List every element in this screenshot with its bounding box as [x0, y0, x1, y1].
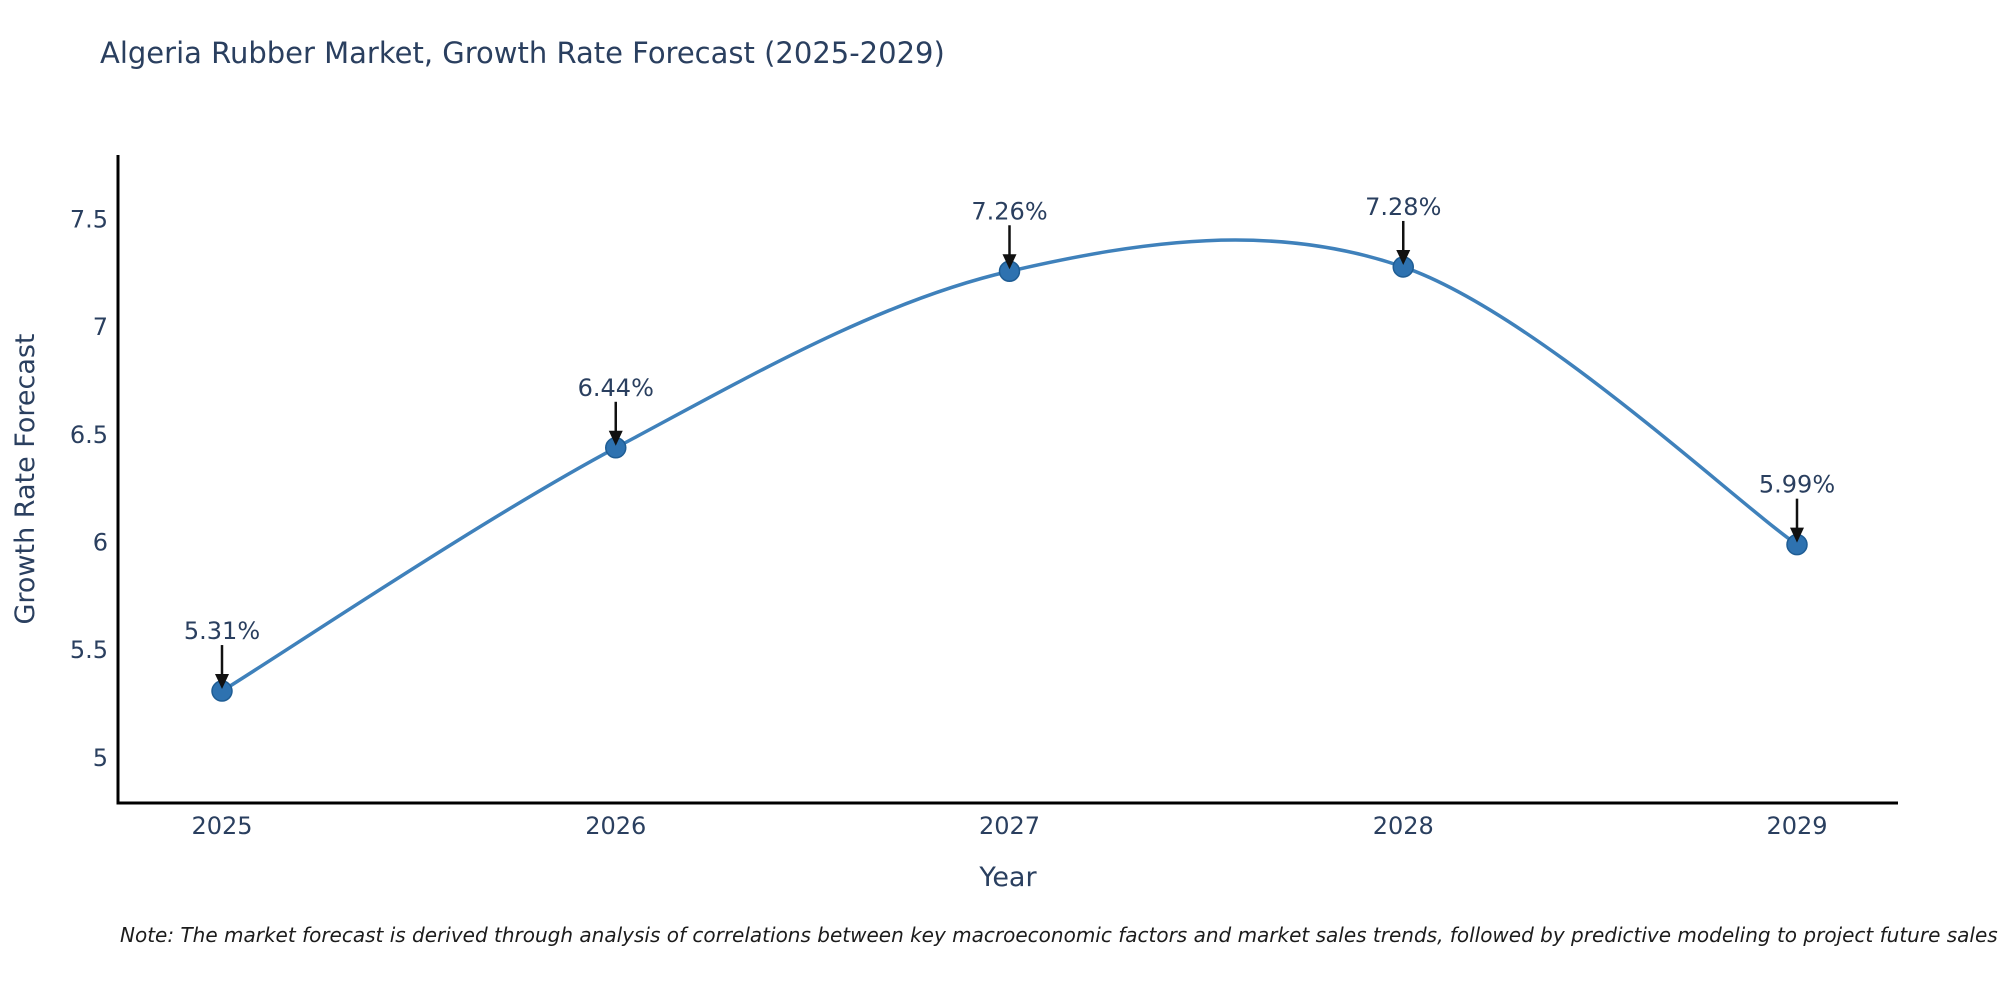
data-point-label: 7.28% — [1365, 193, 1441, 221]
y-tick-label: 5 — [93, 744, 108, 772]
annotation-arrow-head — [1396, 249, 1411, 265]
y-tick-label: 5.5 — [70, 636, 108, 664]
y-tick-label: 6.5 — [70, 421, 108, 449]
x-axis-title: Year — [978, 862, 1037, 893]
chart-footnote: Note: The market forecast is derived thr… — [120, 923, 1998, 947]
y-tick-label: 6 — [93, 529, 108, 557]
annotation-arrow-head — [608, 430, 623, 446]
x-tick-label: 2028 — [1373, 812, 1434, 840]
data-point-label: 6.44% — [578, 374, 654, 402]
data-point-label: 7.26% — [971, 197, 1047, 225]
chart-title: Algeria Rubber Market, Growth Rate Forec… — [100, 36, 945, 70]
x-tick-label: 2029 — [1766, 812, 1827, 840]
annotation-arrow-head — [215, 674, 229, 690]
data-point-label: 5.31% — [184, 617, 260, 645]
x-tick-label: 2025 — [191, 812, 252, 840]
forecast-line — [220, 238, 1799, 693]
y-tick-label: 7.5 — [70, 206, 108, 234]
annotation-arrow-head — [1790, 527, 1804, 543]
annotation-arrow-head — [1002, 254, 1017, 270]
x-tick-label: 2027 — [979, 812, 1040, 840]
data-point-label: 5.99% — [1759, 471, 1835, 499]
y-axis-title: Growth Rate Forecast — [10, 333, 41, 624]
y-tick-label: 7 — [93, 313, 108, 341]
x-tick-label: 2026 — [585, 812, 646, 840]
